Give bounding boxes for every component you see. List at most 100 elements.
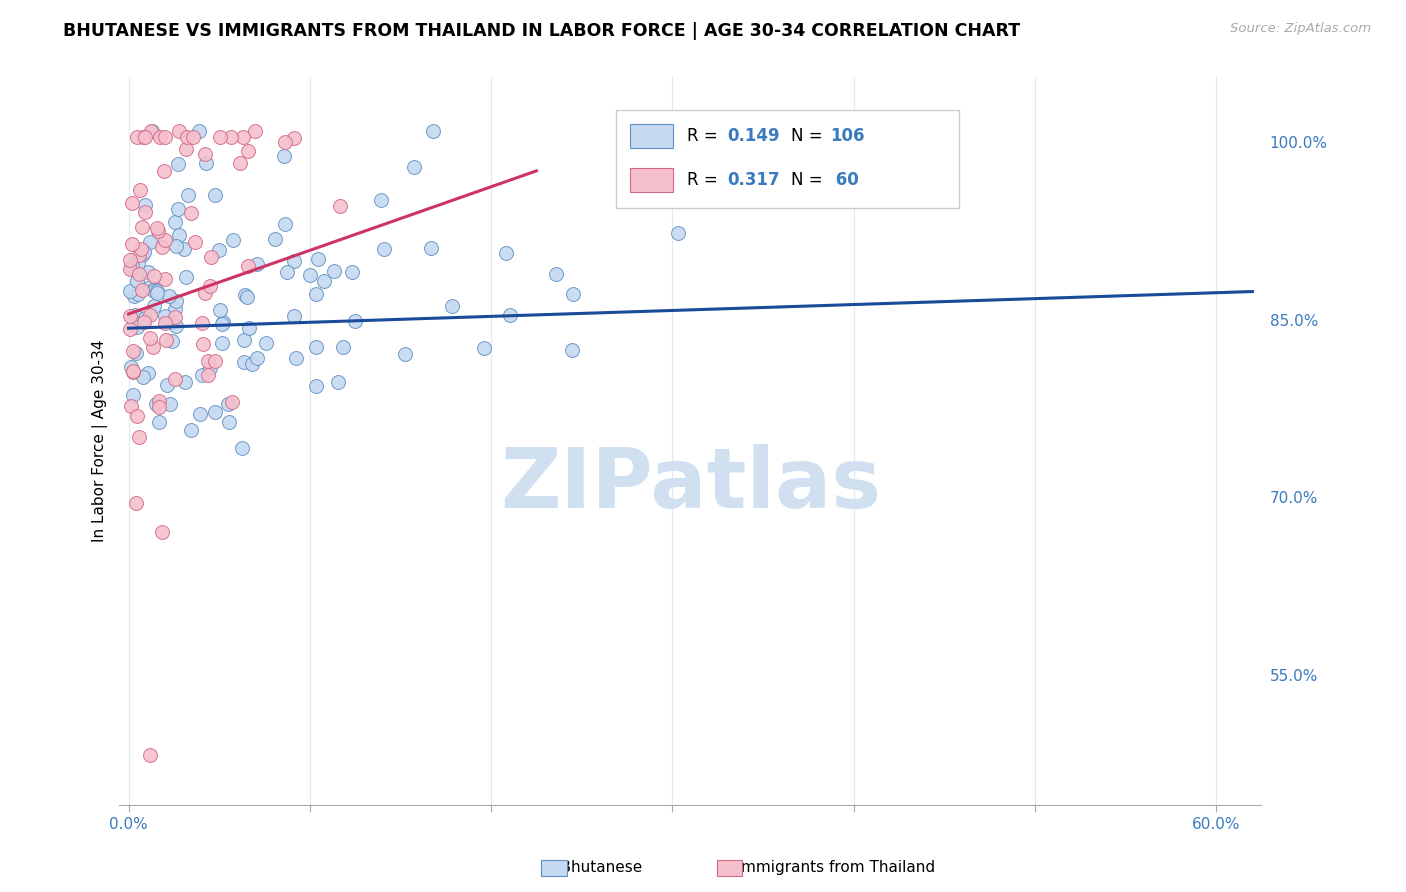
Point (141, 340, 163, 354)
Point (561, 343, 583, 358)
Point (157, 288, 180, 302)
Point (134, 129, 156, 144)
Point (141, 123, 163, 137)
Point (188, 407, 211, 421)
Point (167, 157, 190, 171)
Point (128, 267, 150, 281)
Point (332, 340, 354, 354)
Point (167, 202, 190, 217)
Point (121, 387, 143, 401)
Point (145, 286, 167, 301)
Point (440, 299, 463, 313)
Point (298, 268, 321, 282)
Point (211, 318, 233, 332)
Point (165, 310, 187, 324)
Point (176, 129, 198, 144)
Point (150, 240, 173, 254)
Point (219, 129, 242, 144)
Point (499, 308, 522, 322)
Point (238, 259, 260, 273)
Point (274, 135, 297, 149)
Point (276, 265, 298, 279)
Point (232, 129, 254, 144)
Point (122, 365, 145, 379)
Text: 106: 106 (830, 127, 865, 145)
Point (131, 248, 153, 262)
Point (188, 123, 211, 137)
Point (165, 294, 187, 309)
Point (125, 275, 148, 289)
Point (120, 399, 142, 413)
Point (200, 251, 222, 265)
Point (146, 221, 169, 235)
Point (155, 378, 177, 392)
Point (122, 343, 145, 358)
Point (139, 748, 162, 763)
Point (233, 287, 256, 301)
Point (184, 235, 207, 249)
Point (283, 254, 305, 268)
Point (422, 123, 444, 137)
Point (124, 308, 146, 322)
Point (305, 378, 328, 392)
Point (134, 315, 156, 329)
Point (128, 183, 150, 197)
Point (562, 287, 585, 301)
Point (125, 409, 148, 423)
Point (197, 353, 219, 368)
Point (283, 309, 305, 323)
Point (274, 218, 297, 232)
Point (145, 285, 167, 299)
Point (134, 245, 156, 260)
Point (197, 368, 219, 382)
Point (125, 320, 148, 334)
Point (173, 242, 195, 256)
Point (546, 267, 568, 281)
Point (246, 351, 269, 366)
Point (129, 242, 152, 256)
Point (190, 316, 212, 330)
Point (121, 236, 143, 251)
Point (122, 261, 145, 276)
Point (211, 335, 233, 350)
Point (120, 262, 142, 277)
Point (143, 299, 166, 313)
Point (120, 359, 142, 374)
Text: 0.317: 0.317 (727, 171, 779, 189)
Point (150, 525, 173, 540)
Point (233, 354, 256, 368)
Point (194, 146, 217, 161)
Point (127, 256, 149, 270)
Text: R =: R = (688, 127, 723, 145)
Point (146, 224, 169, 238)
Point (120, 322, 142, 336)
Point (204, 353, 226, 368)
Point (153, 129, 176, 144)
Point (136, 265, 159, 279)
Point (263, 232, 285, 246)
Point (139, 331, 162, 345)
Text: Immigrants from Thailand: Immigrants from Thailand (717, 860, 935, 874)
Point (229, 155, 252, 169)
Point (165, 239, 187, 253)
Point (121, 259, 143, 273)
Point (148, 400, 170, 414)
Point (394, 347, 416, 361)
Point (128, 248, 150, 262)
Point (120, 309, 142, 323)
Point (125, 129, 148, 144)
Point (173, 375, 195, 389)
Point (245, 123, 267, 137)
Point (121, 195, 143, 210)
Point (127, 286, 149, 301)
Point (194, 155, 217, 169)
Point (181, 129, 204, 144)
Y-axis label: In Labor Force | Age 30-34: In Labor Force | Age 30-34 (93, 340, 108, 542)
Point (132, 370, 155, 384)
Bar (630, 169, 673, 193)
Point (305, 340, 328, 354)
Point (148, 393, 170, 408)
Point (159, 396, 181, 410)
Point (141, 123, 163, 137)
Point (120, 252, 142, 267)
